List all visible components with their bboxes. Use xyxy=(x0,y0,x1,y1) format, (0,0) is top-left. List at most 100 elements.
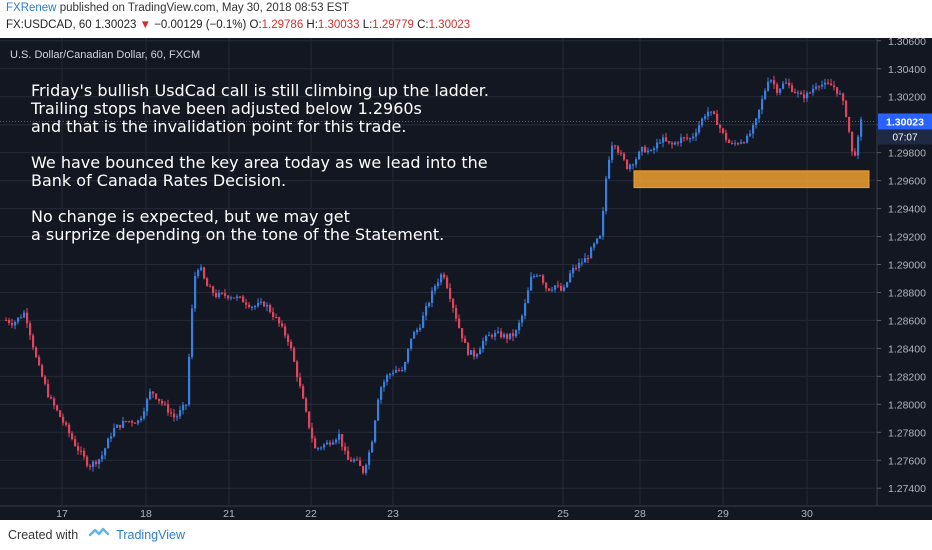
price-axis-labels: 1.306001.304001.302001.300001.298001.296… xyxy=(877,38,926,495)
candle-body xyxy=(611,145,614,160)
candle-body xyxy=(779,88,782,93)
candle-body xyxy=(176,416,179,418)
candle-body xyxy=(56,405,59,411)
candle-body xyxy=(788,82,791,86)
annotation-line: Friday's bullish UsdCad call is still cl… xyxy=(31,81,489,100)
candle-body xyxy=(470,350,473,355)
candle-body xyxy=(605,178,608,212)
candle-body xyxy=(395,369,398,373)
price-chart[interactable]: Friday's bullish UsdCad call is still cl… xyxy=(0,38,932,520)
candle-body xyxy=(302,386,305,399)
candle-body xyxy=(206,278,209,287)
author-link[interactable]: FXRenew xyxy=(6,2,57,14)
candle-body xyxy=(659,142,662,144)
candle-body xyxy=(515,330,518,337)
candle-body xyxy=(242,296,245,303)
tradingview-link[interactable]: TradingView xyxy=(116,527,185,542)
time-tick-label: 18 xyxy=(140,508,152,520)
candle-body xyxy=(545,282,548,289)
candle-body xyxy=(383,381,386,388)
candle-body xyxy=(602,211,605,236)
candle-body xyxy=(332,442,335,445)
candle-body xyxy=(278,317,281,324)
annotation-line: Trailing stops have been adjusted below … xyxy=(30,99,422,118)
candle-body xyxy=(338,434,341,440)
candle-body xyxy=(860,119,863,137)
candle-body xyxy=(119,424,122,428)
candle-body xyxy=(311,427,314,439)
candle-body xyxy=(479,349,482,355)
candle-body xyxy=(743,142,746,144)
candle-body xyxy=(746,135,749,143)
candle-body xyxy=(728,139,731,143)
annotation-line: and that is the invalidation point for t… xyxy=(31,117,406,136)
candle-body xyxy=(245,302,248,305)
price-tick-label: 1.28200 xyxy=(888,371,926,383)
created-with-label: Created with xyxy=(8,527,79,542)
candle-body xyxy=(296,361,299,378)
candle-body xyxy=(722,128,725,133)
candle-body xyxy=(530,276,533,291)
time-tick-label: 21 xyxy=(223,508,235,520)
candle-body xyxy=(509,333,512,339)
candle-body xyxy=(587,257,590,259)
candle-body xyxy=(824,82,827,85)
candle-body xyxy=(800,92,803,95)
candle-body xyxy=(281,323,284,327)
candle-body xyxy=(725,132,728,140)
price-axis[interactable] xyxy=(877,38,932,520)
candle-body xyxy=(380,387,383,400)
candle-body xyxy=(719,124,722,129)
candle-body xyxy=(20,317,23,319)
candle-body xyxy=(626,159,629,170)
candle-body xyxy=(290,342,293,349)
candle-body xyxy=(674,142,677,145)
candle-body xyxy=(689,138,692,140)
candle-body xyxy=(821,84,824,87)
candle-body xyxy=(422,315,425,328)
candle-body xyxy=(797,92,800,94)
candle-body xyxy=(692,136,695,139)
candle-body xyxy=(812,88,815,93)
candle-body xyxy=(182,405,185,411)
candle-body xyxy=(848,116,851,132)
candle-body xyxy=(80,450,83,452)
candle-body xyxy=(200,267,203,271)
time-tick-label: 29 xyxy=(717,508,729,520)
candle-body xyxy=(77,446,80,451)
candle-body xyxy=(614,145,617,147)
change-down-icon: ▼ xyxy=(139,19,152,31)
candle-body xyxy=(248,304,251,308)
low-value: 1.29779 xyxy=(372,19,414,31)
price-tag-label: 1.30023 xyxy=(886,116,924,128)
candle-body xyxy=(794,91,797,94)
candle-body xyxy=(47,383,50,398)
candle-body xyxy=(110,436,113,439)
open-value: 1.29786 xyxy=(261,19,304,31)
candle-body xyxy=(323,444,326,448)
candle-body xyxy=(521,315,524,323)
candle-body xyxy=(53,398,56,406)
candle-body xyxy=(434,286,437,291)
price-tag-box xyxy=(878,113,932,130)
support-zone-box xyxy=(633,170,870,189)
candle-body xyxy=(371,441,374,453)
candle-body xyxy=(716,113,719,125)
candle-body xyxy=(527,290,530,304)
candle-body xyxy=(335,439,338,443)
candle-body xyxy=(446,277,449,289)
candle-body xyxy=(815,86,818,89)
candle-body xyxy=(326,442,329,445)
candle-body xyxy=(134,422,137,424)
candle-body xyxy=(566,282,569,288)
candle-body xyxy=(314,438,317,449)
candle-body xyxy=(389,373,392,376)
time-axis-labels[interactable]: 17 18 21 22 23 25 28 29 30 xyxy=(56,508,813,520)
candle-body xyxy=(563,287,566,291)
candle-body xyxy=(836,87,839,94)
price-tick-label: 1.30600 xyxy=(888,38,926,48)
candle-body xyxy=(257,302,260,307)
price-tick-label: 1.30400 xyxy=(888,64,926,76)
candle-body xyxy=(542,275,545,283)
candle-body xyxy=(209,286,212,288)
